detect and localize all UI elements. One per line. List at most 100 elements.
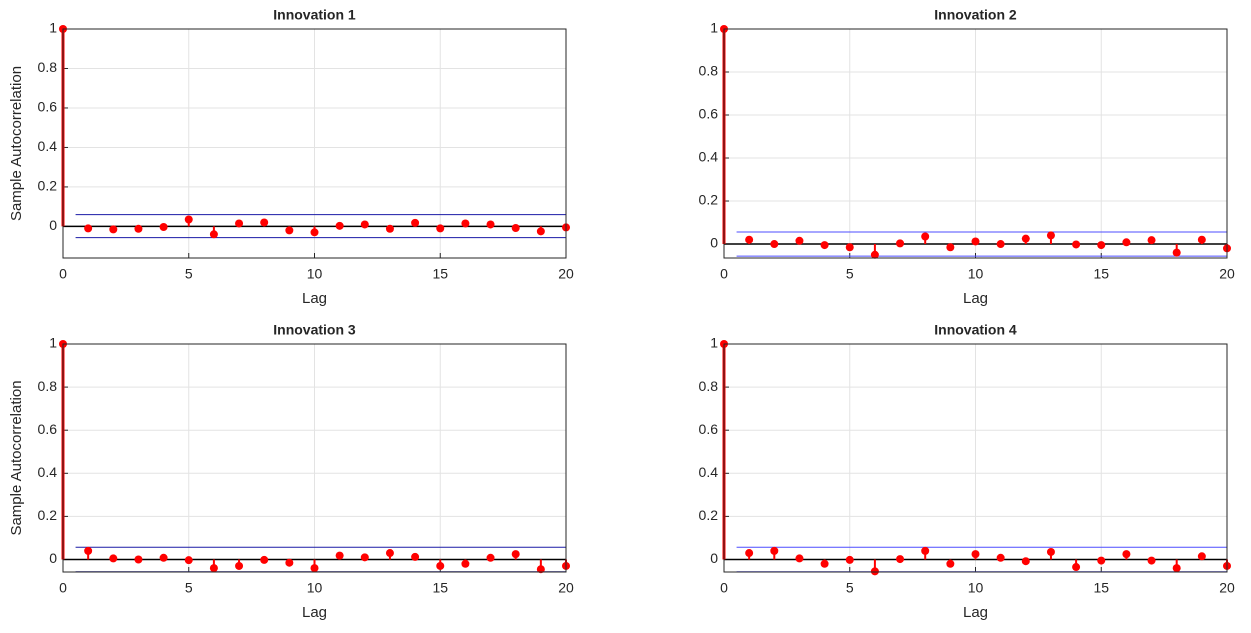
y-tick-label: 0.4 [38,138,58,154]
x-tick-label: 15 [1093,266,1109,282]
stem-marker [109,225,118,234]
axes-box [723,28,1228,259]
stem-marker [1072,563,1081,572]
stem-marker [795,554,804,563]
x-tick-label: 15 [432,266,448,282]
stem-marker [1097,241,1106,250]
chart-title: Innovation 4 [934,322,1017,338]
y-axis-label: Sample Autocorrelation [8,380,25,535]
y-tick-label: 0.8 [38,378,58,394]
stem-marker [1122,238,1131,247]
stem-marker [946,243,955,252]
stem-marker [770,240,779,249]
y-tick-label: 0.8 [38,59,58,75]
x-axis-label: Lag [963,290,988,307]
stem-marker [134,224,143,233]
stem-marker [1072,240,1081,249]
stem-marker [385,224,394,233]
y-tick-label: 0.8 [699,63,719,79]
x-tick-label: 20 [1219,580,1235,596]
stem-marker [310,564,319,573]
y-tick-label: 1 [710,20,718,36]
stem-marker [461,559,470,568]
stem-marker [260,218,269,227]
y-tick-label: 0 [49,217,57,233]
stem-marker [486,220,495,229]
y-tick-label: 0.8 [699,378,719,394]
stem-marker [436,561,445,570]
x-tick-label: 20 [558,580,574,596]
y-axis-label: Sample Autocorrelation [8,66,25,221]
stem-marker [335,551,344,560]
x-tick-label: 15 [432,580,448,596]
y-tick-label: 0.4 [38,464,58,480]
stem-marker [511,223,520,232]
x-tick-label: 20 [1219,266,1235,282]
stem-marker [1021,557,1030,566]
y-tick-label: 0.6 [38,99,58,115]
stem-marker [770,546,779,555]
stem-marker [159,553,168,562]
stem-marker [971,550,980,559]
stem-marker [996,240,1005,249]
stem-marker [745,549,754,558]
stem-marker [536,227,545,236]
x-tick-label: 10 [307,266,323,282]
stem-marker [896,239,905,248]
stem-marker [511,550,520,559]
stem-marker [1097,556,1106,565]
stem-marker [946,559,955,568]
stem-marker [996,553,1005,562]
chart-title: Innovation 1 [273,7,356,23]
stem-marker [1147,236,1156,245]
stem-marker [235,561,244,570]
stem-marker [845,555,854,564]
stem-marker [209,230,218,239]
stem-marker [285,226,294,235]
stem-marker [84,224,93,233]
stem-marker [385,549,394,558]
x-tick-label: 20 [558,266,574,282]
y-tick-label: 0.4 [699,464,719,480]
stem-marker [870,250,879,259]
stem-marker [411,552,420,561]
stem-marker [184,215,193,224]
stem-marker [921,546,930,555]
stem-marker [1197,235,1206,244]
y-tick-label: 0 [710,235,718,251]
y-tick-label: 0.2 [699,507,719,523]
x-tick-label: 0 [59,266,67,282]
stem-marker [310,228,319,237]
y-tick-label: 1 [49,20,57,36]
stem-marker [159,223,168,232]
y-tick-label: 0.2 [699,192,719,208]
stem-marker [260,555,269,564]
stem-marker [335,221,344,230]
stem-marker [285,558,294,567]
x-tick-label: 10 [307,580,323,596]
x-tick-label: 5 [846,266,854,282]
y-tick-label: 1 [710,335,718,351]
stem-marker [1046,231,1055,240]
x-tick-label: 0 [720,580,728,596]
stem-marker [109,554,118,563]
axes-box [723,343,1228,573]
stem-marker [84,546,93,555]
chart-title: Innovation 2 [934,7,1017,23]
stem-marker [845,243,854,252]
stem-marker [1197,552,1206,561]
stem-marker [896,555,905,564]
y-tick-label: 0.2 [38,178,58,194]
x-tick-label: 10 [968,266,984,282]
chart-title: Innovation 3 [273,322,356,338]
stem-marker [486,553,495,562]
stem-marker [1021,234,1030,243]
stem-marker [1122,550,1131,559]
stem-marker [1172,248,1181,257]
y-tick-label: 0.6 [38,421,58,437]
x-axis-label: Lag [302,290,327,307]
stem-marker [461,219,470,228]
y-tick-label: 1 [49,335,57,351]
stem-marker [411,218,420,227]
